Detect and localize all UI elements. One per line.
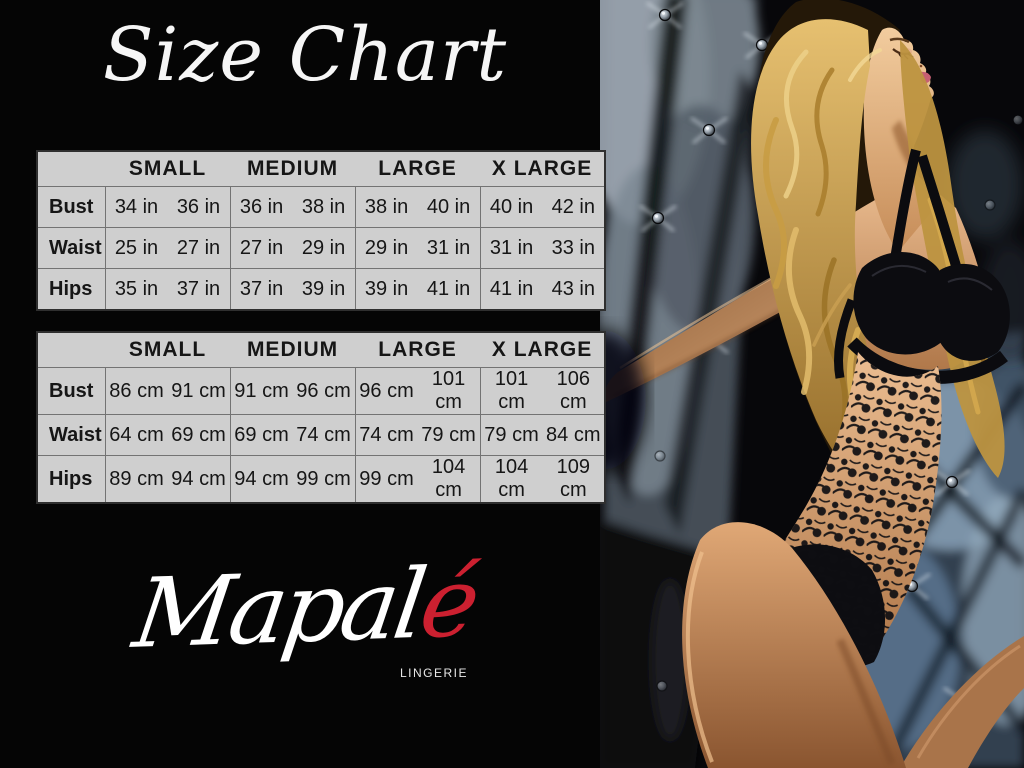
size-cell: 69 cm	[167, 414, 231, 456]
front-thigh	[682, 522, 906, 768]
size-cell: 33 in	[542, 227, 606, 269]
size-cell: 101 cm	[417, 367, 481, 415]
size-cell: 41 in	[417, 268, 481, 310]
size-header-small: SMALL	[128, 157, 207, 180]
size-cell: 31 in	[480, 227, 543, 269]
page-title: Size Chart	[102, 12, 508, 98]
size-cell: 91 cm	[230, 367, 293, 415]
row-label: Hips	[37, 268, 106, 310]
row-label: Waist	[37, 227, 106, 269]
size-cell: 39 in	[355, 268, 418, 310]
size-cell: 29 in	[355, 227, 418, 269]
size-cell: 27 in	[167, 227, 231, 269]
size-cell: 42 in	[542, 186, 606, 228]
size-cell: 34 in	[105, 186, 168, 228]
size-cell: 101 cm	[480, 367, 543, 415]
row-label: Hips	[37, 455, 106, 503]
table-row-bust: Bust 34 in 36 in 36 in 38 in 38 in 40 in…	[37, 186, 606, 228]
size-cell: 96 cm	[355, 367, 418, 415]
size-header-medium: MEDIUM	[246, 157, 339, 180]
size-cell: 74 cm	[292, 414, 356, 456]
size-cell: 106 cm	[542, 367, 606, 415]
table-header-row: SMALL MEDIUM LARGE X LARGE	[37, 332, 605, 368]
size-cell: 104 cm	[480, 455, 543, 503]
size-cell: 37 in	[167, 268, 231, 310]
size-cell: 64 cm	[105, 414, 168, 456]
model-photo	[600, 0, 1024, 768]
size-cell: 79 cm	[417, 414, 481, 456]
row-label: Waist	[37, 414, 106, 456]
model-figure	[600, 0, 1024, 768]
size-header-medium: MEDIUM	[246, 338, 339, 361]
model-legs	[682, 522, 1024, 768]
eyebrow	[889, 37, 910, 44]
size-header-large: LARGE	[378, 338, 457, 361]
size-cell: 31 in	[417, 227, 481, 269]
nostril	[919, 64, 923, 68]
size-cell: 86 cm	[105, 367, 168, 415]
size-cell: 99 cm	[292, 455, 356, 503]
logo-wordmark: Mapalé	[127, 546, 482, 670]
size-cell: 94 cm	[230, 455, 293, 503]
table-row-waist: Waist 25 in 27 in 27 in 29 in 29 in 31 i…	[37, 227, 606, 269]
corner-cell	[37, 151, 105, 187]
size-cell: 29 in	[292, 227, 356, 269]
table-row-hips: Hips 35 in 37 in 37 in 39 in 39 in 41 in…	[37, 268, 606, 310]
table-row-hips: Hips 89 cm 94 cm 94 cm 99 cm 99 cm 104 c…	[37, 455, 606, 503]
size-cell: 36 in	[167, 186, 231, 228]
size-cell: 41 in	[480, 268, 543, 310]
size-header-large: LARGE	[378, 157, 457, 180]
size-cell: 84 cm	[542, 414, 606, 456]
size-cell: 94 cm	[167, 455, 231, 503]
size-table-inches: SMALL MEDIUM LARGE X LARGE Bust 34 in 36…	[36, 150, 607, 311]
row-label: Bust	[37, 367, 106, 415]
brand-logo: Mapalé	[5, 546, 605, 670]
size-cell: 96 cm	[292, 367, 356, 415]
size-cell: 38 in	[355, 186, 418, 228]
size-cell: 27 in	[230, 227, 293, 269]
size-cell: 69 cm	[230, 414, 293, 456]
bra-cup-left	[853, 251, 952, 355]
size-cell: 37 in	[230, 268, 293, 310]
size-cell: 79 cm	[480, 414, 543, 456]
size-cell: 43 in	[542, 268, 606, 310]
logo-text-main: Mapal	[127, 547, 430, 670]
size-header-xlarge: X LARGE	[491, 338, 593, 361]
size-cell: 40 in	[417, 186, 481, 228]
size-cell: 99 cm	[355, 455, 418, 503]
size-cell: 109 cm	[542, 455, 606, 503]
table-header-row: SMALL MEDIUM LARGE X LARGE	[37, 151, 605, 187]
size-cell: 25 in	[105, 227, 168, 269]
logo-subtext: LINGERIE	[400, 666, 469, 680]
size-cell: 89 cm	[105, 455, 168, 503]
size-cell: 38 in	[292, 186, 356, 228]
size-header-small: SMALL	[128, 338, 207, 361]
size-cell: 91 cm	[167, 367, 231, 415]
size-cell: 40 in	[480, 186, 543, 228]
size-table-centimeters: SMALL MEDIUM LARGE X LARGE Bust 86 cm 91…	[36, 331, 607, 504]
row-label: Bust	[37, 186, 106, 228]
size-cell: 74 cm	[355, 414, 418, 456]
table-row-bust: Bust 86 cm 91 cm 91 cm 96 cm 96 cm 101 c…	[37, 367, 606, 415]
table-row-waist: Waist 64 cm 69 cm 69 cm 74 cm 74 cm 79 c…	[37, 414, 606, 456]
size-cell: 36 in	[230, 186, 293, 228]
size-cell: 35 in	[105, 268, 168, 310]
size-header-xlarge: X LARGE	[491, 157, 593, 180]
corner-cell	[37, 332, 105, 368]
size-cell: 104 cm	[417, 455, 481, 503]
size-cell: 39 in	[292, 268, 356, 310]
